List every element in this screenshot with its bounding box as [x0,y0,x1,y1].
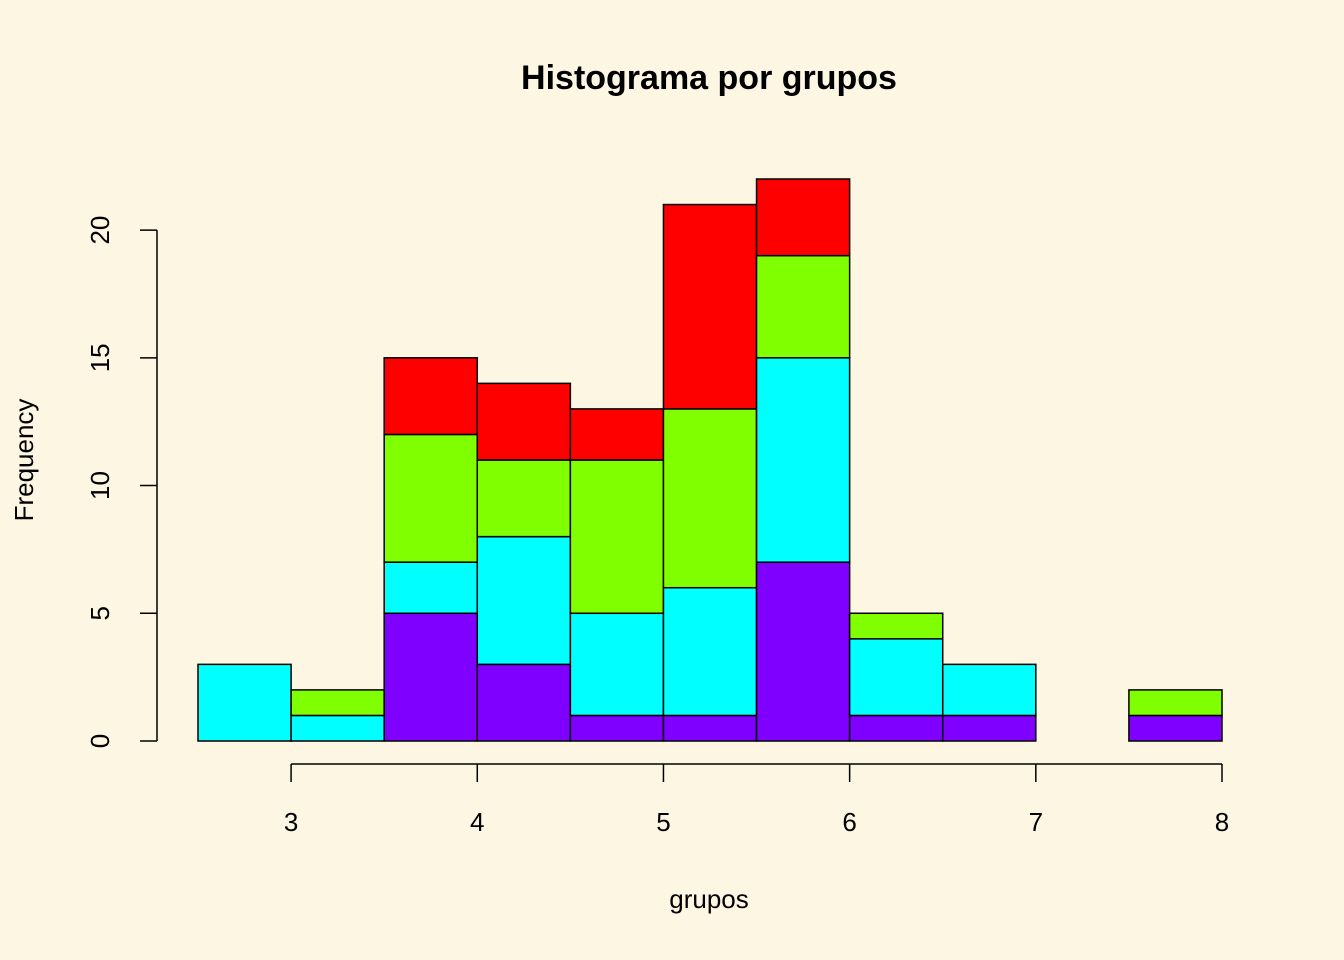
bar-segment [569,612,665,717]
bar-segment [476,663,572,742]
y-tick-label: 5 [85,606,115,620]
bar-segment [197,663,292,742]
x-tick-label: 7 [1029,807,1043,837]
y-tick-label: 0 [85,734,115,748]
bar-segment [290,714,385,742]
bar-segment [383,433,479,563]
bar-segment [569,459,665,615]
x-tick-label: 8 [1215,807,1229,837]
bar-segment [1128,714,1223,742]
bar-segment [755,178,851,257]
bar-segment [941,663,1037,717]
x-tick-label: 4 [470,807,484,837]
y-tick-label: 15 [85,343,115,372]
bar-segment [1128,689,1223,717]
bar-segment [662,714,758,742]
bar-segment [755,254,851,359]
bar-segment [755,561,851,742]
bar-segment [383,612,479,742]
y-tick-label: 20 [85,216,115,245]
bar-segment [662,203,758,410]
bar-segment [569,408,665,461]
bar-segment [569,714,665,742]
bar-segment [290,689,385,717]
x-tick-label: 6 [842,807,856,837]
bar-segment [755,357,851,563]
chart-title: Histograma por grupos [521,59,897,97]
bar-segment [383,561,479,615]
bar-segment [476,459,572,538]
bar-segment [383,357,479,436]
bar-segment [476,382,572,461]
bar-segment [848,638,944,717]
bar-segment [662,408,758,589]
y-tick-label: 10 [85,471,115,500]
bar-segment [941,714,1037,742]
y-axis-label: Frequency [9,399,39,522]
bar-segment [662,586,758,717]
bar-segment [848,714,944,742]
bar-segment [476,535,572,666]
x-axis-label: grupos [669,884,749,914]
x-tick-label: 3 [284,807,298,837]
x-tick-label: 5 [656,807,670,837]
bar-segment [848,612,944,640]
